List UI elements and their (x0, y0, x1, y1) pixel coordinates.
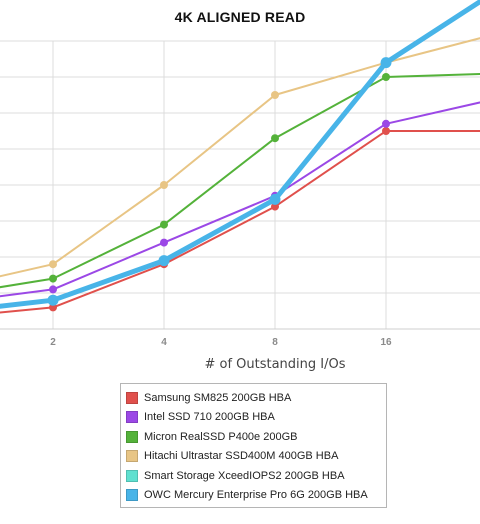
chart-legend: Samsung SM825 200GB HBA Intel SSD 710 200… (120, 383, 387, 508)
x-tick-label: 2 (50, 337, 56, 348)
x-tick-label: 8 (272, 337, 278, 348)
data-point (49, 285, 57, 294)
data-point (269, 193, 281, 205)
series-3 (0, 72, 480, 289)
legend-swatch (126, 391, 138, 404)
legend-label: Smart Storage XceedIOPS2 200GB HBA (144, 469, 345, 482)
legend-item: Hitachi Ultrastar SSD400M 400GB HBA (121, 447, 386, 467)
data-point (271, 134, 279, 143)
legend-swatch (126, 469, 138, 482)
chart-title: 4K ALIGNED READ (174, 9, 306, 25)
series-6 (0, 0, 480, 309)
legend-item: Smart Storage XceedIOPS2 200GB HBA (121, 466, 386, 486)
x-axis-title: # of Outstanding I/Os (204, 357, 345, 372)
data-point (382, 127, 390, 135)
data-point (49, 303, 57, 312)
data-point (382, 73, 390, 81)
legend-item: OWC Mercury Enterprise Pro 6G 200GB HBA (121, 486, 386, 506)
legend-item: Micron RealSSD P400e 200GB (121, 427, 386, 447)
data-point (160, 220, 168, 229)
data-point (160, 181, 168, 189)
data-point (380, 57, 392, 69)
series-line (0, 37, 480, 278)
x-tick-label: 16 (380, 337, 392, 348)
legend-item: Intel SSD 710 200GB HBA (121, 408, 386, 428)
data-point (271, 91, 279, 99)
legend-item: Samsung SM825 200GB HBA (121, 388, 386, 408)
series-group (0, 0, 480, 314)
legend-label: Samsung SM825 200GB HBA (144, 391, 292, 404)
chart-plot: 2 4 8 16 # of Outstanding I/Os (0, 0, 480, 372)
legend-label: Intel SSD 710 200GB HBA (144, 411, 275, 424)
series-4 (0, 37, 480, 278)
legend-swatch (126, 450, 138, 463)
data-point (271, 202, 279, 211)
gridlines (0, 40, 480, 330)
x-axis-ticks: 2 4 8 16 (50, 337, 392, 348)
series-2 (0, 101, 480, 298)
legend-swatch (126, 430, 138, 443)
data-point (158, 255, 170, 267)
legend-swatch (126, 411, 138, 424)
legend-label: Hitachi Ultrastar SSD400M 400GB HBA (144, 450, 339, 463)
data-point (382, 119, 390, 128)
data-point (47, 294, 59, 306)
legend-label: OWC Mercury Enterprise Pro 6G 200GB HBA (144, 489, 368, 502)
series-line (0, 130, 480, 314)
legend-swatch (126, 489, 138, 502)
legend-label: Micron RealSSD P400e 200GB (144, 430, 298, 443)
series-line (0, 101, 480, 298)
data-point (49, 274, 57, 283)
x-tick-label: 4 (161, 337, 167, 348)
series-line (0, 72, 480, 289)
data-point (160, 238, 168, 247)
data-point (49, 260, 57, 269)
series-line (0, 0, 480, 309)
